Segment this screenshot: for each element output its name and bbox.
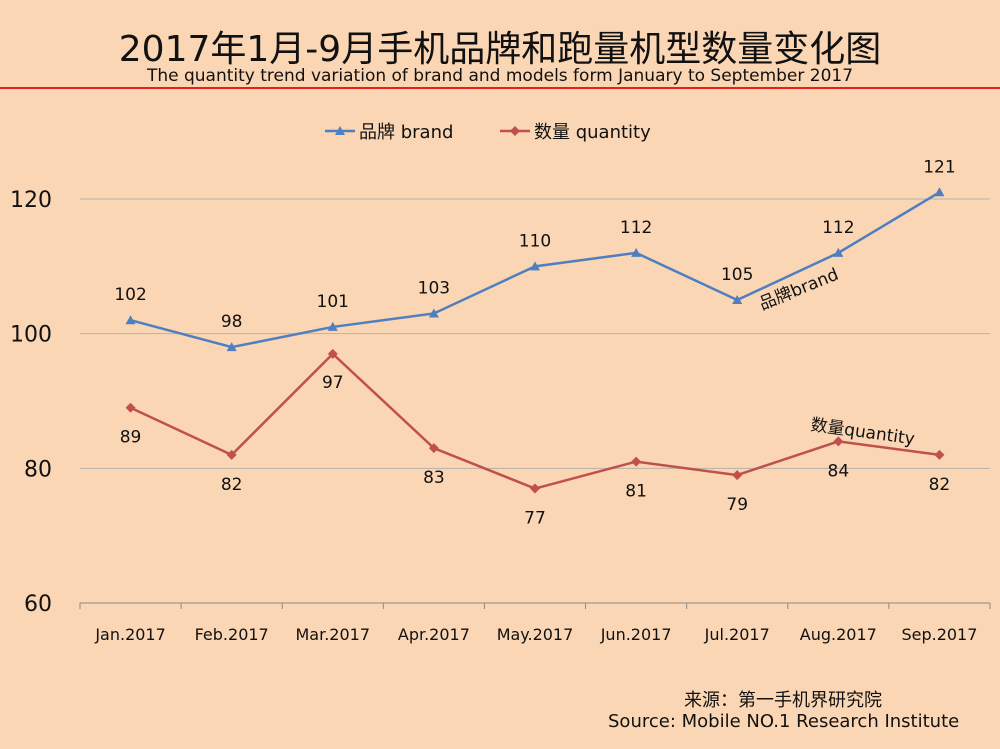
x-tick-label: Jan.2017 — [94, 625, 165, 644]
title-divider — [0, 87, 1000, 89]
data-label: 97 — [322, 373, 344, 393]
data-label: 101 — [317, 292, 349, 312]
x-tick-label: Feb.2017 — [195, 625, 269, 644]
legend-label: 品牌 brand — [359, 122, 453, 143]
quantity-point — [732, 470, 743, 481]
data-label: 103 — [418, 278, 450, 298]
data-label: 112 — [620, 218, 652, 238]
legend-marker — [335, 126, 345, 135]
y-tick-label: 100 — [10, 323, 52, 348]
brand-point — [833, 247, 844, 257]
data-label: 82 — [929, 475, 951, 495]
data-label: 105 — [721, 265, 753, 285]
x-tick-label: May.2017 — [497, 625, 574, 644]
data-label: 89 — [120, 428, 142, 448]
x-axis-ticks: Jan.2017 Feb.2017 Mar.2017 Apr.2017 May.2017… — [79, 603, 991, 644]
chart-title: 2017年1月-9月手机品牌和跑量机型数量变化图 — [118, 29, 882, 70]
brand-point — [226, 342, 237, 352]
x-tick-label: Mar.2017 — [296, 625, 371, 644]
quantity-point — [226, 449, 237, 460]
series-layer: 102 98 101 103 110 112 105 112 121 89 82 97 83 77 81 79… — [114, 157, 955, 528]
data-label: 83 — [423, 468, 445, 488]
source-cn: 来源：第一手机界研究院 — [684, 690, 882, 711]
legend-marker — [510, 126, 520, 136]
data-label: 98 — [221, 312, 243, 332]
data-label: 112 — [822, 218, 854, 238]
quantity-point — [327, 348, 338, 359]
data-label: 81 — [625, 482, 647, 502]
brand-point — [934, 187, 945, 197]
source-en: Source: Mobile NO.1 Research Institute — [608, 711, 960, 732]
data-label: 102 — [114, 285, 146, 305]
quantity-point — [428, 443, 439, 454]
quantity-point — [530, 483, 540, 494]
data-label: 79 — [726, 495, 748, 515]
x-tick-label: Aug.2017 — [800, 625, 877, 644]
quantity-point — [631, 456, 642, 467]
brand-point — [631, 247, 642, 257]
brand-point — [530, 261, 540, 271]
data-label: 84 — [828, 461, 850, 481]
brand-point — [428, 308, 439, 318]
quantity-point — [934, 449, 945, 460]
quantity-point — [125, 402, 136, 413]
brand-point — [327, 321, 338, 331]
chart-subtitle: The quantity trend variation of brand an… — [146, 66, 854, 86]
legend: 品牌 brand 数量 quantity — [325, 122, 651, 143]
brand-point — [732, 295, 743, 304]
y-axis-ticks: 60 80 100 120 — [10, 188, 52, 617]
legend-label: 数量 quantity — [534, 122, 651, 143]
quantity-point — [833, 436, 844, 447]
brand-point — [125, 315, 136, 325]
x-tick-label: Jun.2017 — [600, 625, 672, 644]
data-label: 82 — [221, 475, 243, 495]
y-tick-label: 120 — [10, 188, 52, 213]
x-tick-label: Jul.2017 — [704, 625, 770, 644]
data-label: 121 — [923, 157, 955, 177]
grid-lines — [80, 198, 990, 604]
data-label: 77 — [524, 509, 546, 529]
y-tick-label: 80 — [24, 457, 52, 482]
x-tick-label: Sep.2017 — [901, 625, 977, 644]
x-tick-label: Apr.2017 — [398, 625, 470, 644]
data-label: 110 — [519, 231, 551, 251]
y-tick-label: 60 — [24, 592, 52, 617]
